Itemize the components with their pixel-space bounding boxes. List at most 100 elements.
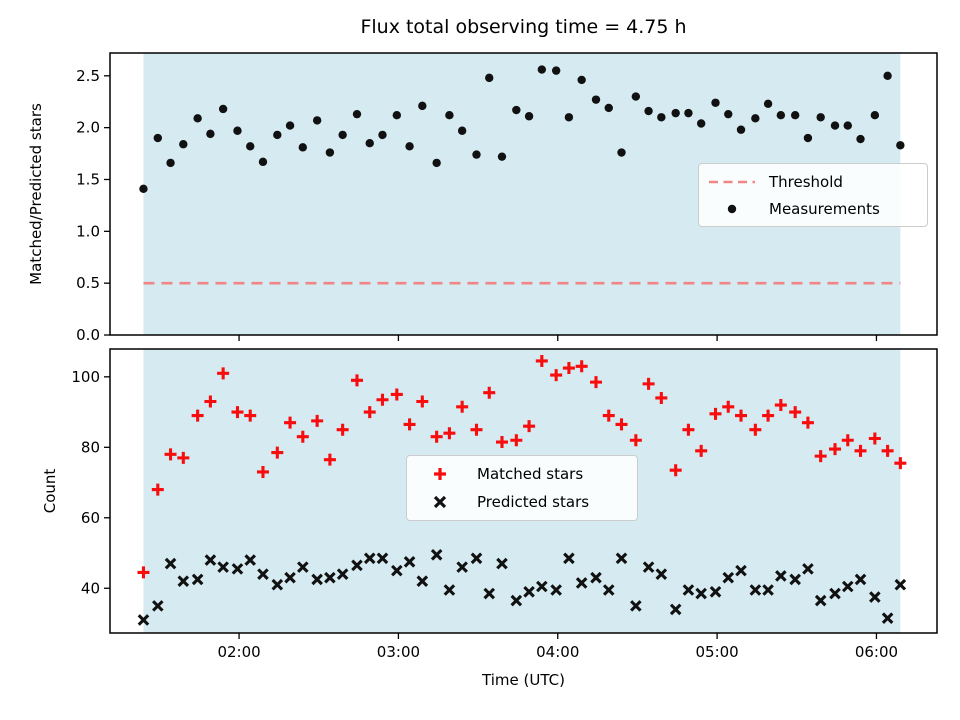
matched-stars-point: [191, 409, 204, 422]
measurements-point: [285, 121, 295, 130]
measurements-point: [883, 71, 892, 81]
predicted-stars-point: [802, 563, 814, 575]
predicted-stars-point: [841, 580, 854, 593]
measurements-point: [485, 73, 494, 83]
predicted-stars-point: [416, 575, 429, 587]
x-tick-label: 04:00: [536, 643, 579, 661]
predicted-stars-point: [137, 614, 150, 626]
matched-stars-point: [204, 395, 217, 408]
predicted-stars-point: [630, 600, 642, 612]
matched-stars-point: [682, 423, 695, 436]
measurements-point: [179, 140, 188, 149]
legend-item-predicted-stars: Predicted stars: [411, 488, 627, 516]
predicted-stars-point: [869, 591, 881, 603]
predicted-stars-point: [204, 554, 217, 566]
predicted-stars-point: [829, 587, 841, 600]
chart-title: Flux total observing time = 4.75 h: [360, 16, 687, 38]
plus-marker-icon: [411, 466, 469, 482]
matched-stars-point: [296, 430, 309, 443]
predicted-stars-point: [430, 548, 443, 561]
y-axis-label-top: Matched/Predicted stars: [27, 103, 45, 285]
dot-marker-icon: [703, 203, 761, 215]
matched-stars-point: [575, 360, 588, 373]
predicted-stars-point: [177, 575, 190, 587]
measurements-point: [352, 109, 362, 119]
predicted-stars-point: [615, 552, 628, 565]
measurements-point: [631, 92, 641, 101]
measurements-point: [803, 133, 813, 143]
measurements-point: [472, 150, 481, 159]
y-tick-label: 1.0: [76, 222, 100, 240]
measurements-point: [166, 158, 175, 168]
predicted-stars-point: [284, 571, 296, 584]
matched-stars-point: [416, 395, 429, 408]
predicted-stars-point: [363, 552, 376, 565]
matched-stars-point: [470, 423, 483, 436]
matched-stars-point: [350, 374, 363, 387]
measurements-point: [684, 108, 693, 118]
predicted-stars-point: [403, 556, 416, 568]
matched-stars-point: [894, 457, 907, 470]
predicted-stars-point: [191, 573, 204, 586]
cross-marker-icon: [411, 494, 469, 510]
matched-stars-point: [590, 376, 603, 389]
matched-stars-point: [403, 418, 416, 431]
legend-item-matched-stars: Matched stars: [411, 460, 627, 488]
measurements-point: [445, 111, 454, 120]
predicted-stars-point: [682, 584, 695, 596]
measurements-point: [537, 65, 547, 74]
y-tick-label: 40: [81, 579, 100, 597]
matched-stars-point: [615, 418, 628, 431]
predicted-stars-point: [749, 584, 762, 596]
predicted-stars-point: [709, 585, 722, 598]
y-tick-label: 1.5: [76, 170, 100, 188]
axes-frame: [109, 52, 938, 336]
predicted-stars-point: [271, 578, 284, 591]
measurements-point: [671, 108, 680, 118]
measurements-point: [405, 142, 414, 151]
predicted-stars-point: [324, 571, 336, 584]
matched-stars-point: [311, 414, 324, 427]
legend-bottom: Matched stars Predicted stars: [406, 455, 638, 521]
predicted-stars-point: [470, 552, 483, 565]
measurements-point: [378, 130, 387, 140]
measurements-point: [870, 111, 880, 120]
matched-stars-point: [390, 388, 403, 401]
matched-stars-point: [735, 409, 748, 422]
measurements-point: [776, 111, 786, 120]
measurements-point: [298, 143, 308, 152]
matched-stars-point: [881, 444, 894, 457]
matched-stars-point: [655, 391, 668, 404]
x-axis-label: Time (UTC): [482, 671, 565, 689]
measurements-point: [644, 106, 653, 116]
legend-label-threshold: Threshold: [769, 172, 843, 191]
matched-stars-point: [336, 423, 349, 436]
predicted-stars-point: [814, 594, 827, 607]
legend-item-measurements: Measurements: [703, 195, 917, 222]
predicted-stars-point: [669, 603, 682, 616]
matched-stars-point: [151, 483, 164, 496]
measurements-point: [763, 99, 773, 109]
y-tick-label: 0.5: [76, 274, 100, 292]
matched-stars-point: [495, 436, 508, 449]
y-tick-label: 2.5: [76, 67, 100, 85]
matched-stars-point: [602, 409, 615, 422]
matched-stars-point: [177, 451, 190, 464]
matched-stars-point: [801, 416, 814, 429]
predicted-stars-point: [655, 568, 668, 580]
predicted-stars-point: [217, 561, 229, 573]
predicted-stars-point: [351, 559, 363, 572]
measurements-point: [856, 134, 865, 144]
matched-stars-point: [722, 400, 735, 413]
x-tick-label: 05:00: [695, 643, 738, 661]
matched-stars-point: [376, 393, 389, 406]
matched-stars-point: [550, 369, 563, 382]
predicted-stars-point: [311, 573, 323, 586]
predicted-stars-point: [789, 573, 801, 586]
measurements-point: [577, 75, 586, 85]
measurements-point: [258, 157, 268, 167]
matched-stars-point: [762, 409, 775, 422]
matched-stars-point: [323, 453, 336, 466]
measurements-point: [617, 148, 626, 157]
